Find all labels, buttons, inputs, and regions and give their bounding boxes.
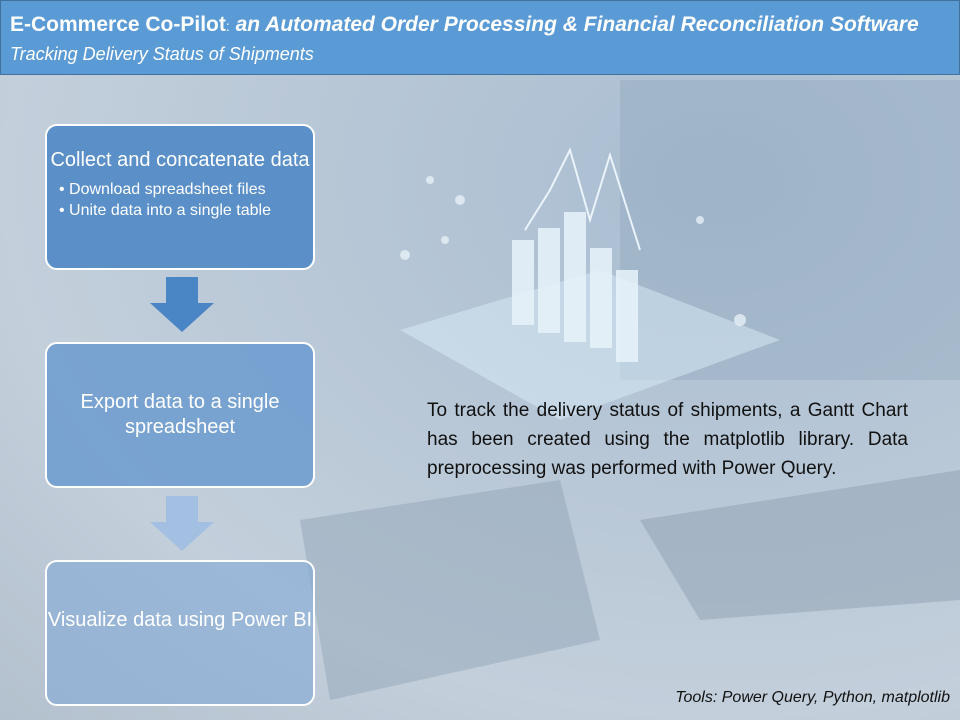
footer: Tools: Power Query, Python, matplotlib xyxy=(675,689,950,706)
step-box: Collect and concatenate data • Download … xyxy=(45,124,315,270)
header: E-Commerce Co-Pilot: an Automated Order … xyxy=(0,0,960,75)
title-main: E-Commerce Co-Pilot xyxy=(10,13,226,36)
step-box: Export data to a single spreadsheet xyxy=(45,342,315,488)
arrow xyxy=(150,496,214,551)
bullet: • Download spreadsheet files xyxy=(59,181,266,198)
arrow xyxy=(150,277,214,332)
step-title: Export data to a single spreadsheet xyxy=(80,391,280,438)
step-bullets: • Download spreadsheet files • Unite dat… xyxy=(59,179,313,221)
step-box: Visualize data using Power BI xyxy=(45,560,315,706)
step-title: Collect and concatenate data xyxy=(50,149,310,171)
bullet: • Unite data into a single table xyxy=(59,202,271,219)
subtitle: Tracking Delivery Status of Shipments xyxy=(10,44,314,64)
title-separator: : xyxy=(225,18,230,34)
title-rest: an Automated Order Processing & Financia… xyxy=(235,13,919,36)
description: To track the delivery status of shipment… xyxy=(427,400,908,479)
title: E-Commerce Co-Pilot: an Automated Order … xyxy=(10,13,919,37)
step-title: Visualize data using Power BI xyxy=(47,609,313,631)
